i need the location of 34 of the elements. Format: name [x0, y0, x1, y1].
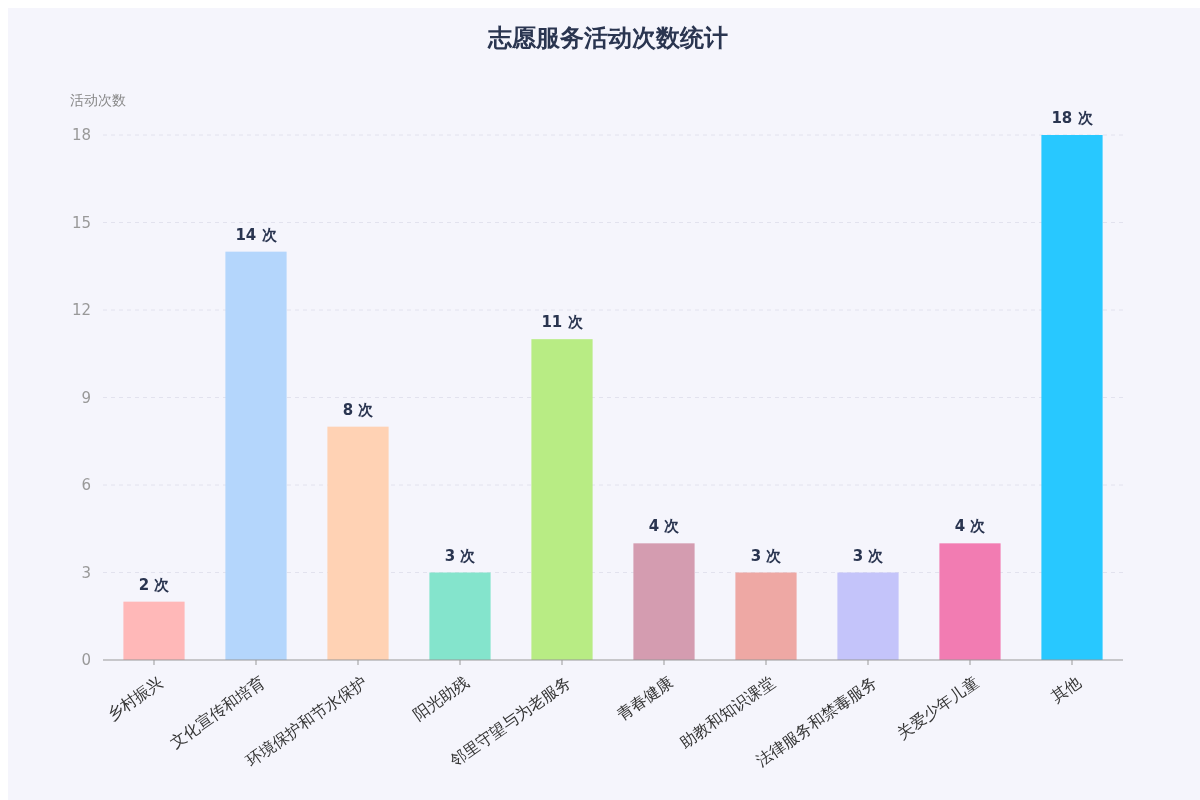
bar — [1041, 135, 1103, 660]
bar — [429, 572, 491, 660]
data-label: 4 次 — [954, 517, 987, 536]
data-label: 14 次 — [235, 225, 278, 244]
data-label: 3 次 — [852, 546, 885, 565]
x-tick-label: 阳光助残 — [409, 672, 473, 725]
bar — [225, 251, 287, 660]
y-tick-label: 6 — [81, 476, 91, 495]
bar — [939, 543, 1001, 660]
y-tick-label: 15 — [71, 213, 91, 232]
data-label: 18 次 — [1051, 109, 1094, 127]
x-tick-label: 乡村振兴 — [103, 672, 167, 725]
bar — [327, 426, 389, 660]
y-tick-label: 18 — [71, 126, 91, 145]
y-axis-title: 活动次数 — [70, 92, 126, 108]
bar — [633, 543, 695, 660]
data-label: 3 次 — [444, 546, 477, 565]
data-label: 3 次 — [750, 546, 783, 565]
bar — [123, 601, 185, 660]
y-tick-label: 0 — [81, 651, 91, 670]
chart-title: 志愿服务活动次数统计 — [487, 24, 728, 52]
y-tick-label: 9 — [81, 388, 91, 407]
x-tick-label: 关爱少年儿童 — [893, 672, 983, 743]
bar — [837, 572, 899, 660]
data-label: 8 次 — [342, 400, 375, 419]
y-tick-label: 12 — [71, 301, 91, 320]
data-label: 11 次 — [541, 313, 584, 332]
x-tick-label: 其他 — [1047, 672, 1085, 707]
y-tick-label: 3 — [81, 563, 91, 582]
x-tick-label: 青春健康 — [613, 672, 677, 725]
data-label: 4 次 — [648, 517, 681, 536]
bar — [531, 339, 593, 660]
bar — [735, 572, 797, 660]
data-label: 2 次 — [138, 575, 171, 594]
